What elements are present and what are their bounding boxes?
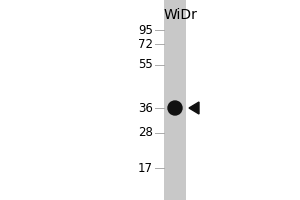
Text: 28: 28 bbox=[138, 127, 153, 140]
Text: 72: 72 bbox=[138, 38, 153, 50]
Text: 36: 36 bbox=[138, 102, 153, 114]
Circle shape bbox=[168, 101, 182, 115]
Polygon shape bbox=[189, 102, 199, 114]
Bar bbox=[164, 0, 186, 200]
Text: WiDr: WiDr bbox=[163, 8, 197, 22]
Text: 95: 95 bbox=[138, 23, 153, 36]
Text: 55: 55 bbox=[138, 58, 153, 72]
Text: 17: 17 bbox=[138, 162, 153, 174]
